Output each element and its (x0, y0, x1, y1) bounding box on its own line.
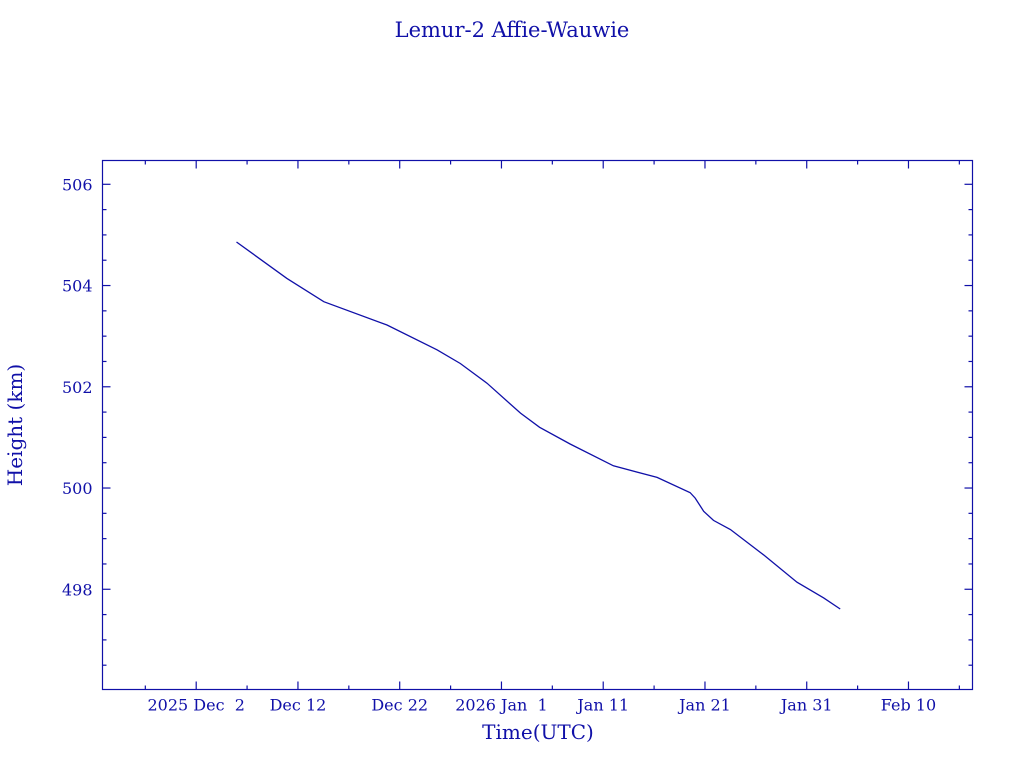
x-tick-label: Jan 31 (779, 696, 833, 715)
y-tick-label: 500 (62, 479, 93, 498)
x-tick-label: 2026 Jan 1 (455, 696, 547, 715)
x-tick-label: 2025 Dec 2 (147, 696, 244, 715)
plot-frame (101, 159, 974, 691)
chart-title: Lemur-2 Affie-Wauwie (395, 18, 630, 42)
x-tick-label: Dec 12 (270, 696, 327, 715)
y-tick-label: 504 (62, 277, 93, 296)
y-tick-label: 506 (62, 175, 93, 194)
y-axis-label: Height (km) (3, 364, 27, 486)
x-axis-label: Time(UTC) (482, 720, 594, 744)
x-tick-label: Jan 11 (575, 696, 629, 715)
y-tick-label: 498 (62, 580, 93, 599)
x-tick-label: Jan 21 (677, 696, 731, 715)
x-tick-label: Feb 10 (881, 696, 936, 715)
y-tick-label: 502 (62, 378, 93, 397)
x-tick-label: Dec 22 (371, 696, 428, 715)
series-line (236, 241, 841, 610)
